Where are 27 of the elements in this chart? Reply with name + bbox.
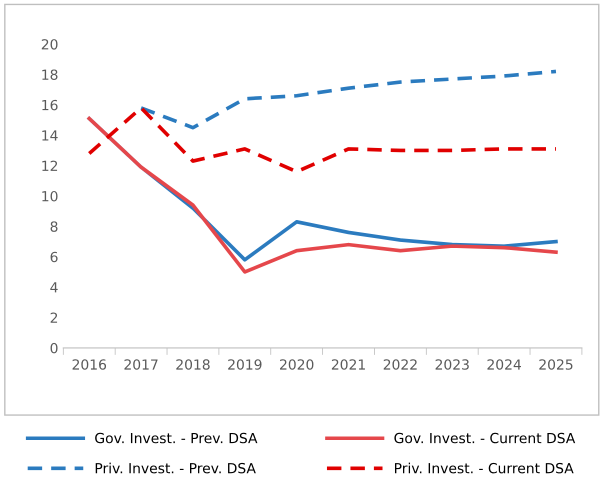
y-tick-label: 20	[42, 39, 58, 50]
line-series	[87, 106, 558, 174]
x-tick-label: 2022	[384, 359, 417, 370]
x-tick-label: 2020	[280, 359, 314, 370]
x-tick-label: 2018	[176, 359, 210, 370]
x-tick-label: 2016	[72, 359, 106, 370]
legend-label: Priv. Invest. - Current DSA	[394, 462, 574, 474]
y-tick-label: 0	[50, 342, 58, 354]
x-tick-label: 2025	[539, 359, 572, 370]
x-tick-label: 2024	[487, 359, 521, 370]
x-tick-label: 2021	[332, 359, 365, 370]
y-tick-label: 4	[50, 282, 58, 292]
legend-label: Gov. Invest. - Prev. DSA	[95, 432, 258, 444]
y-tick-label: 18	[42, 69, 58, 80]
x-tick-label: 2017	[124, 359, 158, 370]
y-tick-label: 2	[50, 312, 58, 323]
y-tick-label: 8	[50, 221, 58, 232]
y-tick-label: 10	[42, 190, 58, 202]
line-series	[139, 70, 558, 130]
y-tick-label: 14	[42, 130, 58, 141]
x-tick-label: 2019	[228, 359, 262, 370]
legend-label: Gov. Invest. - Current DSA	[394, 432, 576, 444]
y-tick-label: 12	[42, 160, 58, 171]
legend-label: Priv. Invest. - Prev. DSA	[96, 462, 256, 474]
y-tick-label: 6	[50, 252, 58, 262]
x-tick-label: 2023	[436, 359, 469, 370]
y-tick-label: 16	[42, 100, 58, 110]
